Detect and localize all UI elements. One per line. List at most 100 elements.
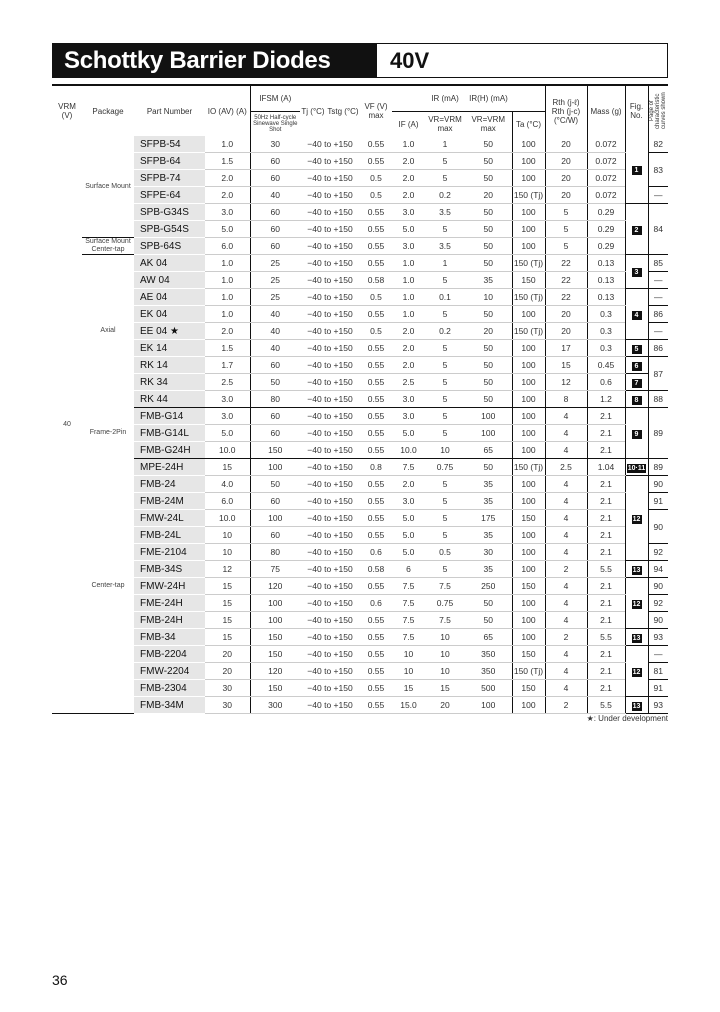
table-row: AW 04 1.0 25 −40 to +150 0.58 1.0 5 35 150 22 0.13… [52,271,668,289]
cell-rth: 4 [544,577,587,595]
cell-ifsm: 80 [249,390,300,408]
table-row: RK 14 1.7 60 −40 to +150 0.55 2.0 5 50 100 15 0.45… [52,356,668,391]
cell-ta: 150 [511,577,545,595]
cell-ir: 10 [425,628,465,646]
cell-ifsm: 300 [249,696,300,714]
fig-cell: 5 [624,339,648,357]
cell-rth: 5 [544,203,587,221]
part-number: FME-2104 [134,543,205,561]
cell-rth: 4 [544,509,587,527]
cell-irh: 50 [465,136,512,153]
cell-io: 1.5 [205,152,250,170]
cell-if: 5.0 [392,509,425,527]
cell-ta: 100 [511,628,545,646]
ref-page: 86 [647,339,668,357]
cell-ta: 150 (Tj) [511,254,545,272]
table-row: FMW-2204 20 120 −40 to +150 0.55 10 10 350 150 (… [52,662,668,680]
cell-io: 1.0 [205,271,250,289]
cell-io: 1.5 [205,339,250,357]
cell-tj: −40 to +150 [300,288,360,306]
table-row: FME-2104 10 80 −40 to +150 0.6 5.0 0.5 30 100 4 2.… [52,543,668,561]
cell-mass: 5.5 [586,696,625,714]
cell-io: 4.0 [205,475,250,493]
table-row: EK 04 1.0 40 −40 to +150 0.55 1.0 5 50 100 20 0.3 8… [52,305,668,323]
cell-ir: 5 [425,169,465,187]
fig-cell: 1 [624,136,648,204]
table-row: 40 Surface Mount SFPB-54 1.0 30 −40 to +150 0.… [52,136,668,428]
cell-ta: 100 [511,560,545,578]
ref-page: 92 [647,543,668,561]
cell-irh: 50 [465,305,512,323]
cell-rth: 20 [544,322,587,340]
cell-ir: 5 [425,526,465,544]
col-fig: Fig. No. [624,85,648,136]
cell-ifsm: 150 [249,679,300,697]
cell-irh: 50 [465,373,512,391]
cell-ifsm: 40 [249,322,300,340]
cell-mass: 0.45 [586,356,625,374]
cell-rth: 4 [544,441,587,459]
cell-mass: 0.3 [586,305,625,323]
part-number: FMB-G14L [134,424,205,442]
col-mass: Mass (g) [586,85,625,136]
cell-ir: 0.75 [425,594,465,612]
ref-page: 90 [647,509,668,544]
ref-page: 90 [647,475,668,493]
cell-ta: 150 (Tj) [511,662,545,680]
cell-tj: −40 to +150 [300,543,360,561]
cell-vf: 0.6 [360,543,392,561]
cell-tj: −40 to +150 [300,220,360,238]
ref-page: 87 [647,356,668,391]
cell-tj: −40 to +150 [300,509,360,527]
cell-rth: 17 [544,339,587,357]
cell-mass: 2.1 [586,509,625,527]
table-row: RK 44 3.0 80 −40 to +150 0.55 3.0 5 50 100 8 1.2 8 8… [52,390,668,408]
cell-irh: 35 [465,271,512,289]
cell-tj: −40 to +150 [300,645,360,663]
cell-ir: 5 [425,424,465,442]
ref-page: 92 [647,594,668,612]
cell-irh: 50 [465,220,512,238]
ref-page: 89 [647,407,668,459]
package-label: Frame-2Pin [89,429,127,436]
cell-if: 15.0 [392,696,425,714]
cell-tj: −40 to +150 [300,203,360,221]
cell-ifsm: 60 [249,169,300,187]
col-package: Package [92,106,124,116]
cell-rth: 4 [544,645,587,663]
cell-vf: 0.55 [360,475,392,493]
cell-ifsm: 150 [249,645,300,663]
cell-if: 5.0 [392,424,425,442]
cell-vf: 0.55 [360,492,392,510]
cell-irh: 50 [465,611,512,629]
table-row: RK 34 2.5 50 −40 to +150 0.55 2.5 5 50 100 12 0.6 7 [52,373,668,391]
cell-mass: 2.1 [586,679,625,697]
cell-tj: −40 to +150 [300,662,360,680]
diode-spec-table: VRM (V) Package Part Number IO (AV) (A) … [52,84,668,714]
cell-ir: 10 [425,441,465,459]
fig-number-badge: 12 [631,599,642,609]
cell-io: 1.0 [205,136,250,153]
cell-vf: 0.55 [360,611,392,629]
cell-irh: 500 [465,679,512,697]
cell-if: 2.0 [392,356,425,374]
cell-tj: −40 to +150 [300,560,360,578]
ref-page: 89 [647,458,668,476]
cell-ir: 7.5 [425,611,465,629]
part-number: FMB-34M [134,696,205,714]
table-row: EE 04 ★ 2.0 40 −40 to +150 0.5 2.0 0.2 20 150 (T… [52,322,668,340]
cell-vf: 0.55 [360,577,392,595]
cell-io: 10 [205,526,250,544]
cell-ir: 5 [425,152,465,170]
table-row: FMB-34M 30 300 −40 to +150 0.55 15.0 20 100 100 2… [52,696,668,714]
cell-ifsm: 150 [249,441,300,459]
cell-io: 10 [205,543,250,561]
col-ifsm-sub: 50Hz Half-cycle Sinewave Single Shot [249,111,300,136]
table-row: FMW-24H 15 120 −40 to +150 0.55 7.5 7.5 250 150 4… [52,577,668,629]
cell-irh: 35 [465,526,512,544]
part-number: FME-24H [134,594,205,612]
cell-if: 7.5 [392,458,425,476]
cell-io: 1.0 [205,305,250,323]
cell-io: 2.0 [205,322,250,340]
cell-ta: 100 [511,543,545,561]
